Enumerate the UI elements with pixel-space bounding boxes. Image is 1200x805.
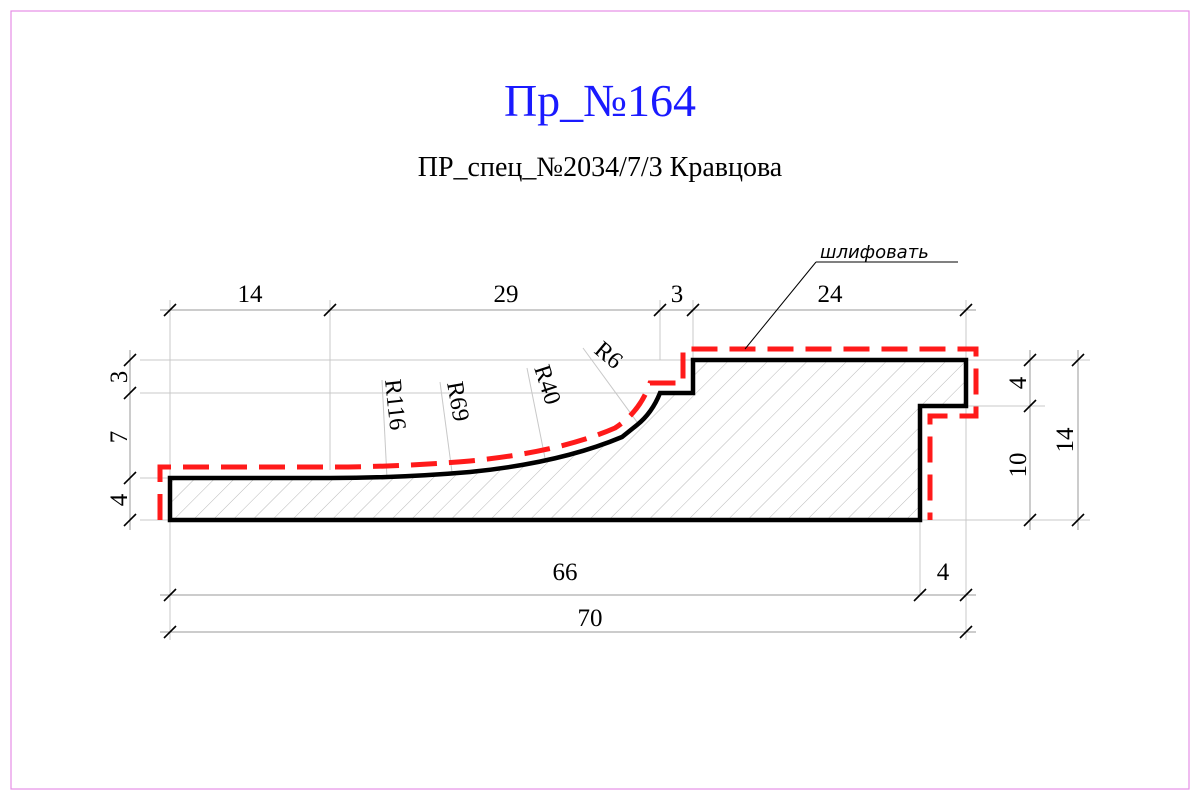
dim-top-14: 14 — [238, 281, 264, 308]
dim-bottom-70: 70 — [578, 605, 603, 632]
dim-top-24: 24 — [818, 281, 844, 308]
dim-left-3: 3 — [106, 371, 133, 384]
dim-right-4: 4 — [1005, 376, 1032, 389]
dimension-lines — [129, 309, 1079, 633]
dim-top-29: 29 — [494, 281, 519, 308]
dim-left-4: 4 — [106, 493, 133, 506]
radius-r116: R116 — [379, 378, 410, 432]
radius-r69: R69 — [441, 380, 474, 424]
note-grind: шлифовать — [820, 242, 929, 263]
dim-bottom-66: 66 — [553, 559, 578, 586]
dim-top-3: 3 — [671, 281, 684, 308]
dim-right-10: 10 — [1005, 453, 1032, 478]
finish-outline — [157, 346, 979, 520]
note-leader — [744, 261, 817, 350]
dim-left-7: 7 — [106, 431, 133, 444]
radius-r6: R6 — [589, 337, 627, 375]
sheet-frame — [10, 10, 1190, 790]
profile-section — [167, 357, 969, 523]
drawing-title: Пр_№164 — [503, 75, 697, 126]
dim-right-14: 14 — [1052, 427, 1079, 453]
dim-bottom-4: 4 — [937, 559, 950, 586]
dimension-ticks — [123, 303, 1085, 639]
drawing-subtitle: ПР_спец_№2034/7/3 Кравцова — [417, 152, 783, 183]
